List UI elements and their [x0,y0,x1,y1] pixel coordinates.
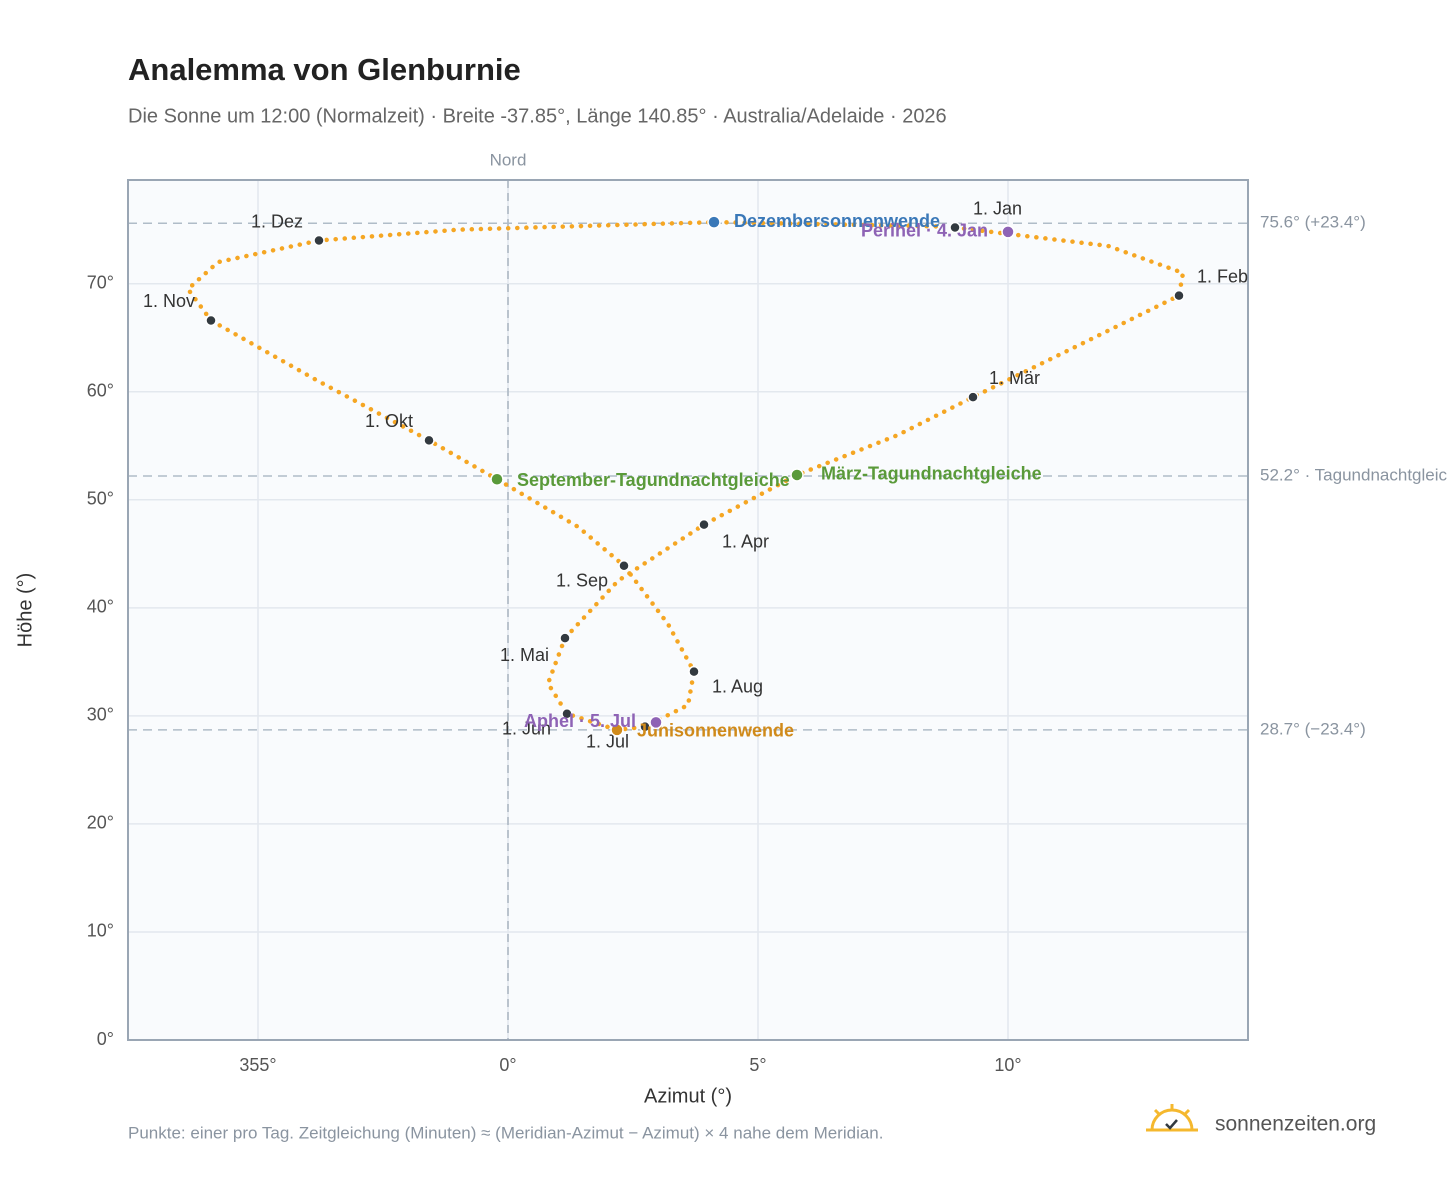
month-point [561,707,573,720]
event-label: Perihel · 4. Jan [861,221,988,241]
month-label: 1. Apr [722,531,769,551]
reference-label: 52.2° · Tagundnachtgleiche [1260,466,1448,485]
month-label: 1. Jul [586,731,629,751]
month-point [698,518,710,531]
brand: sonnenzeiten.org [1215,1113,1376,1136]
month-point [949,221,961,234]
event-label: März-Tagundnachtgleiche [821,464,1042,484]
month-point [618,559,630,572]
month-label: 1. Dez [251,211,303,231]
month-label: 1. Nov [143,291,195,311]
reference-label: 28.7° (−23.4°) [1260,719,1366,738]
month-label: 1. Mai [500,645,549,665]
y-tick-label: 0° [97,1029,114,1049]
month-label: 1. Jan [973,198,1022,218]
month-label: 1. Aug [712,676,763,696]
y-tick-label: 10° [87,921,114,941]
plot-frame [127,179,1249,1041]
y-tick-label: 40° [87,597,114,617]
y-tick-label: 30° [87,705,114,725]
brand-icon [1146,1104,1198,1132]
x-tick-label: 5° [749,1055,766,1075]
month-point [688,665,700,678]
event-point [649,715,663,730]
y-tick-label: 20° [87,813,114,833]
month-point [559,632,571,644]
plot-bg [128,180,1248,1040]
month-point [423,434,435,447]
month-label: 1. Feb [1197,266,1248,286]
month-label: 1. Jun [502,718,551,738]
month-point [1173,289,1185,302]
meridian-label: Nord [490,150,527,169]
y-tick-label: 50° [87,489,114,509]
x-tick-label: 0° [499,1055,516,1075]
x-tick-label: 10° [994,1055,1021,1075]
footnote: Punkte: einer pro Tag. Zeitgleichung (Mi… [128,1123,884,1142]
y-tick-label: 70° [87,272,114,292]
event-label: Aphel · 5. Jul [524,711,636,731]
month-label: 1. Sep [556,570,608,590]
chart-title: Analemma von Glenburnie [128,52,521,87]
event-point [790,468,804,482]
event-label: September-Tagundnachtgleiche [517,470,790,490]
month-point [205,314,217,327]
reference-label: 75.6° (+23.4°) [1260,213,1366,232]
y-tick-label: 60° [87,381,114,401]
subtitle: Die Sonne um 12:00 (Normalzeit) · Breite… [128,105,947,127]
event-point [707,215,721,229]
analemma-path [184,219,1186,733]
month-point [639,720,651,733]
x-axis-label: Azimut (°) [644,1085,732,1107]
event-point [490,472,504,487]
event-label: Junisonnenwende [637,721,794,741]
month-point [313,234,325,247]
event-point [1001,225,1015,239]
x-tick-label: 355° [239,1055,276,1075]
month-label: 1. Mär [989,368,1040,388]
event-label: Dezembersonnenwende [734,211,940,231]
month-label: 1. Okt [365,411,413,431]
y-axis-label: Höhe (°) [14,573,36,648]
month-point [967,391,979,403]
event-point [610,723,624,737]
